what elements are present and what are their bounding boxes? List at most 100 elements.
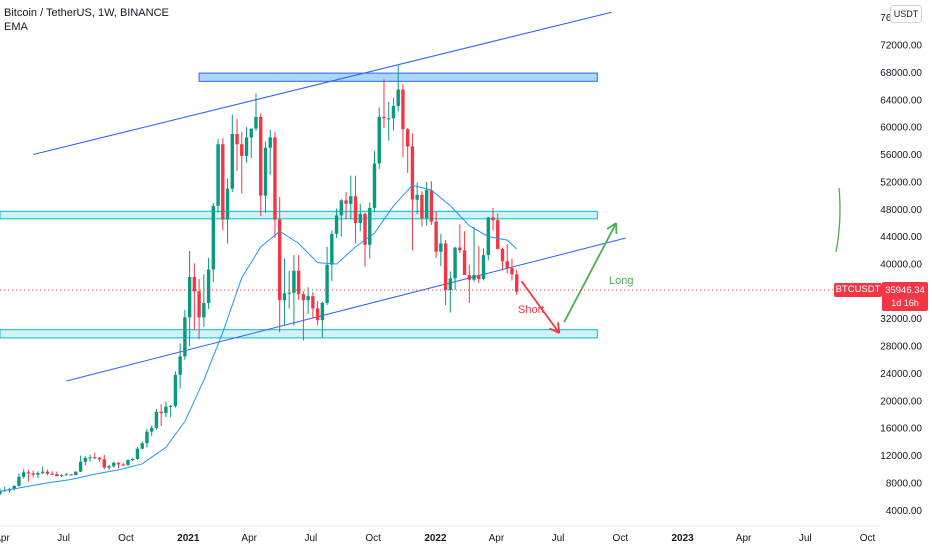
candle-body [97, 457, 102, 460]
x-tick-label: Jul [304, 533, 317, 544]
candle-body [64, 474, 69, 476]
candle-body [221, 144, 225, 220]
candle-body [344, 200, 348, 204]
candle-body [510, 268, 514, 275]
candle-body [301, 294, 306, 301]
y-tick-label: 56000.00 [880, 150, 922, 161]
candle-body [292, 270, 296, 293]
zone-support [0, 329, 598, 339]
candle-body [140, 443, 144, 449]
candle-body [377, 116, 381, 164]
candle-body [429, 190, 434, 222]
candle-body [69, 474, 73, 476]
candle-body [183, 317, 187, 357]
y-tick-label: 72000.00 [880, 41, 922, 52]
candle-body [259, 116, 263, 196]
candle-body [515, 274, 519, 292]
candle-body [320, 303, 325, 321]
candle-body [396, 89, 400, 106]
indicator-label[interactable]: EMA [4, 21, 28, 33]
candle-body [206, 269, 211, 303]
y-tick-label: 64000.00 [880, 95, 922, 106]
candle-body [173, 374, 178, 406]
candle-body [55, 474, 59, 477]
y-tick-label: 24000.00 [880, 369, 922, 380]
candle-body [244, 137, 249, 156]
last-price-box: 35946.34 1d 16h [882, 282, 928, 311]
candles-layer [0, 65, 519, 496]
candle-body [458, 247, 462, 251]
y-tick-label: 60000.00 [880, 123, 922, 134]
short-arrow-head [557, 322, 561, 334]
x-tick-label: Apr [0, 533, 10, 544]
y-axis: 4000.00 8000.00 12000.00 16000.00 20000.00 24… [880, 13, 922, 517]
candle-body [382, 116, 386, 119]
candle-body [131, 459, 135, 461]
candle-body [78, 461, 83, 472]
candle-body [17, 476, 21, 487]
candle-body [315, 308, 320, 321]
chart-title: Bitcoin / TetherUS, 1W, BINANCE [4, 7, 169, 19]
candle-body [410, 146, 415, 200]
candle-body [387, 118, 391, 120]
candle-body [154, 411, 159, 428]
candle-body [230, 134, 234, 189]
candle-body [282, 293, 287, 301]
candle-body [358, 214, 362, 223]
candle-body [443, 243, 448, 290]
x-tick-label: Jul [799, 533, 812, 544]
long-arrow-head [606, 222, 617, 230]
x-tick-label: Apr [489, 533, 505, 544]
y-tick-label: 4000.00 [886, 506, 923, 517]
candle-body [168, 405, 173, 407]
x-tick-label: Jul [552, 533, 565, 544]
short-arrow [520, 280, 561, 334]
candle-body [235, 134, 239, 145]
ema-layer [0, 184, 518, 492]
y-tick-label: 32000.00 [880, 314, 922, 325]
long-label: Long [609, 275, 633, 287]
candle-body [273, 137, 277, 220]
candle-body [112, 462, 116, 467]
y-tick-label: 40000.00 [880, 260, 922, 271]
short-label: Short [518, 304, 544, 316]
candle-body [40, 471, 45, 474]
candle-body [391, 105, 396, 119]
candle-body [277, 219, 282, 301]
candle-body [164, 406, 168, 414]
candle-body [311, 296, 315, 309]
candle-body [121, 464, 125, 466]
candle-body [3, 490, 7, 492]
candle-body [159, 411, 163, 414]
candle-body [45, 471, 50, 474]
currency-badge[interactable]: USDT [890, 5, 922, 23]
x-tick-label: 2022 [424, 533, 447, 544]
candle-body [415, 194, 419, 200]
candle-body [339, 200, 344, 216]
candle-body [59, 475, 64, 477]
x-tick-label: Jul [57, 533, 70, 544]
candle-body [249, 128, 253, 138]
candle-body [145, 431, 149, 444]
candle-body [263, 147, 268, 196]
candle-body [500, 248, 505, 262]
candle-body [74, 471, 78, 476]
y-tick-label: 48000.00 [880, 205, 922, 216]
candle-body [268, 137, 272, 148]
candle-body [178, 356, 182, 375]
candle-body [22, 472, 26, 477]
candle-body [401, 89, 405, 130]
trendline-lower-support [66, 237, 626, 382]
candle-body [0, 490, 2, 494]
candle-body [26, 472, 31, 474]
candle-body [453, 247, 457, 279]
candle-body [83, 457, 88, 462]
x-tick-label: Oct [860, 533, 876, 544]
candle-body [287, 292, 291, 294]
candle-body [434, 221, 438, 252]
x-tick-label: Apr [241, 533, 257, 544]
candle-body [496, 220, 500, 249]
zone-mid-range [0, 210, 598, 220]
drawing-stroke [835, 187, 841, 253]
